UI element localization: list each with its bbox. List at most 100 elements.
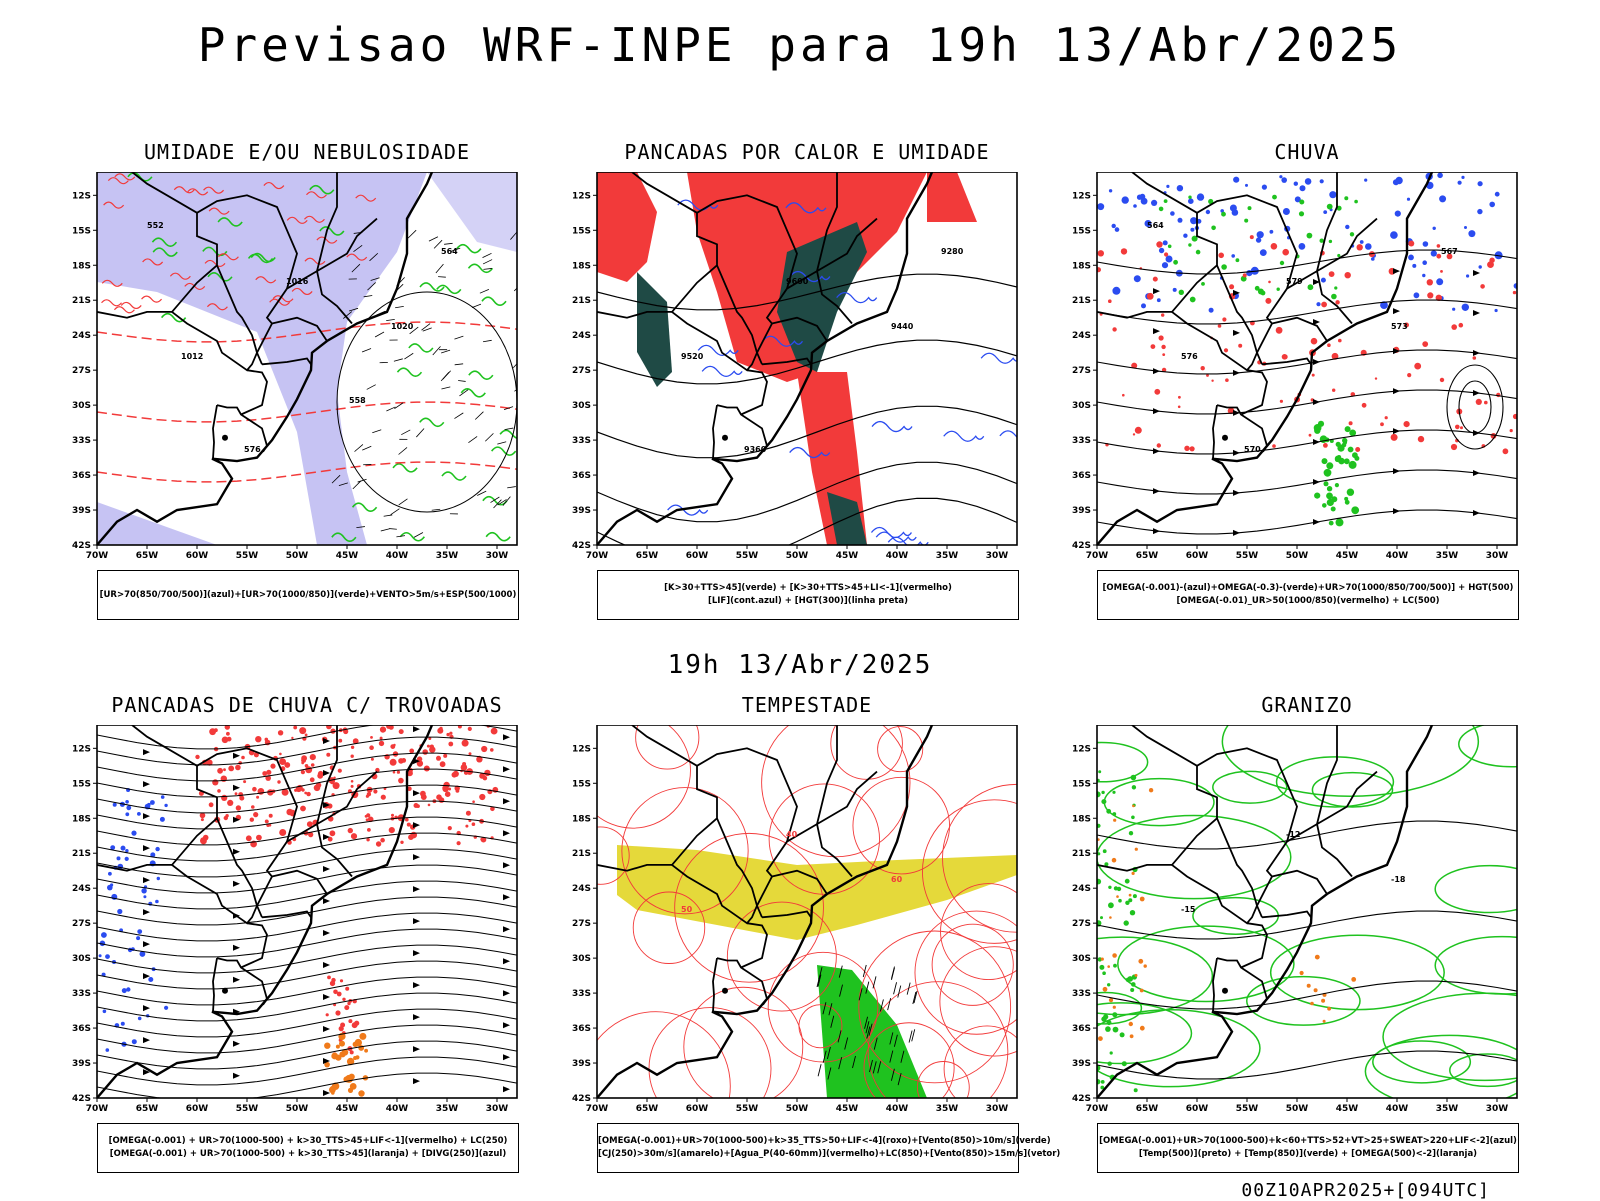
contour-label: 576 (244, 445, 261, 454)
lon-tick-label: 45W (1336, 551, 1359, 561)
lat-tick-label: 12S (1072, 191, 1091, 201)
legend-line: [OMEGA(-0.001) + UR>70(1000-500) + k>30_… (98, 1135, 518, 1148)
lat-tick-label: 12S (572, 191, 591, 201)
lon-tick-label: 65W (1136, 551, 1159, 561)
contour-label: 9520 (681, 352, 704, 361)
map-umidade: 10161012102057656455255812S15S18S21S24S2… (40, 172, 540, 602)
lat-tick-label: 27S (72, 919, 91, 929)
lat-tick-label: 12S (72, 744, 91, 754)
map-granizo: -12-15-1812S15S18S21S24S27S30S33S36S39S4… (1040, 725, 1540, 1155)
lon-tick-label: 50W (1286, 551, 1309, 561)
lat-tick-label: 33S (1072, 436, 1091, 446)
lat-tick-label: 12S (1072, 744, 1091, 754)
lon-tick-label: 70W (86, 551, 109, 561)
contour-label: 558 (349, 396, 366, 405)
lat-tick-label: 15S (1072, 226, 1091, 236)
lon-tick-label: 65W (636, 551, 659, 561)
lat-tick-label: 18S (1072, 261, 1091, 271)
lon-tick-label: 65W (136, 1104, 159, 1114)
lat-tick-label: 21S (72, 849, 91, 859)
lat-tick-label: 30S (72, 954, 91, 964)
lon-tick-label: 40W (386, 1104, 409, 1114)
panel-title: PANCADAS DE CHUVA C/ TROVOADAS (87, 693, 527, 717)
contour-label: 1020 (391, 322, 414, 331)
legend-line: [K>30+TTS>45](verde) + [K>30+TTS>45+LI<-… (598, 582, 1018, 595)
contour-label: -15 (1181, 905, 1196, 914)
contour-label: 50 (681, 905, 693, 914)
map-pancadas-calor: 9600952094409360928012S15S18S21S24S27S30… (540, 172, 1040, 602)
lon-tick-label: 55W (236, 1104, 259, 1114)
lon-tick-label: 40W (1386, 1104, 1409, 1114)
lon-tick-label: 50W (286, 551, 309, 561)
lon-tick-label: 55W (736, 551, 759, 561)
panel-title: CHUVA (1087, 140, 1527, 164)
contour-label: 9440 (891, 322, 914, 331)
lon-tick-label: 50W (786, 1104, 809, 1114)
contour-label: 576 (1181, 352, 1198, 361)
lat-tick-label: 21S (1072, 296, 1091, 306)
lat-tick-label: 30S (1072, 954, 1091, 964)
lat-tick-label: 30S (572, 401, 591, 411)
lat-tick-label: 39S (72, 506, 91, 516)
lat-tick-label: 24S (572, 884, 591, 894)
lon-tick-label: 65W (636, 1104, 659, 1114)
lat-tick-label: 15S (72, 226, 91, 236)
lon-tick-label: 40W (386, 551, 409, 561)
lon-tick-label: 50W (1286, 1104, 1309, 1114)
lon-tick-label: 50W (786, 551, 809, 561)
lon-tick-label: 70W (1086, 1104, 1109, 1114)
contour-label: -18 (1391, 875, 1406, 884)
legend-chuva: [OMEGA(-0.001)-(azul)+OMEGA(-0.3)-(verde… (1097, 570, 1519, 620)
lon-tick-label: 70W (1086, 551, 1109, 561)
lat-tick-label: 27S (572, 919, 591, 929)
lon-tick-label: 35W (936, 551, 959, 561)
lat-tick-label: 18S (572, 261, 591, 271)
lon-tick-label: 55W (1236, 551, 1259, 561)
contour-label: 564 (441, 247, 458, 256)
lon-tick-label: 30W (1486, 551, 1509, 561)
legend-line: [OMEGA(-0.001)+UR>70(1000-500)+k>35_TTS>… (598, 1135, 1018, 1148)
lon-tick-label: 30W (986, 1104, 1009, 1114)
main-title: Previsao WRF-INPE para 19h 13/Abr/2025 (0, 18, 1600, 72)
lat-tick-label: 36S (72, 471, 91, 481)
lat-tick-label: 24S (572, 331, 591, 341)
lat-tick-label: 42S (72, 1094, 91, 1104)
lon-tick-label: 45W (836, 551, 859, 561)
lon-tick-label: 70W (586, 551, 609, 561)
lat-tick-label: 33S (572, 989, 591, 999)
lon-tick-label: 65W (136, 551, 159, 561)
lat-tick-label: 42S (572, 541, 591, 551)
lat-tick-label: 12S (72, 191, 91, 201)
contour-label: 573 (1391, 322, 1408, 331)
lat-tick-label: 42S (1072, 541, 1091, 551)
forecast-date-label: 19h 13/Abr/2025 (0, 650, 1600, 680)
lon-tick-label: 45W (336, 1104, 359, 1114)
contour-label: 570 (1244, 445, 1261, 454)
contour-label: 1016 (286, 277, 309, 286)
lon-tick-label: 40W (1386, 551, 1409, 561)
lon-tick-label: 60W (686, 551, 709, 561)
legend-line: [OMEGA(-0.001)-(azul)+OMEGA(-0.3)-(verde… (1098, 582, 1518, 595)
lat-tick-label: 33S (72, 989, 91, 999)
map-tempestade: 40506012S15S18S21S24S27S30S33S36S39S42S7… (540, 725, 1040, 1155)
lon-tick-label: 45W (336, 551, 359, 561)
lon-tick-label: 35W (436, 551, 459, 561)
contour-label: 9280 (941, 247, 964, 256)
lon-tick-label: 30W (1486, 1104, 1509, 1114)
lat-tick-label: 12S (572, 744, 591, 754)
lon-tick-label: 70W (586, 1104, 609, 1114)
lat-tick-label: 27S (1072, 366, 1091, 376)
lon-tick-label: 40W (886, 1104, 909, 1114)
lon-tick-label: 50W (286, 1104, 309, 1114)
legend-line: [UR>70(850/700/500)](azul)+[UR>70(1000/8… (98, 589, 518, 602)
contour-label: 564 (1147, 221, 1164, 230)
lat-tick-label: 15S (572, 779, 591, 789)
lon-tick-label: 35W (1436, 551, 1459, 561)
contour-label: 60 (891, 875, 903, 884)
